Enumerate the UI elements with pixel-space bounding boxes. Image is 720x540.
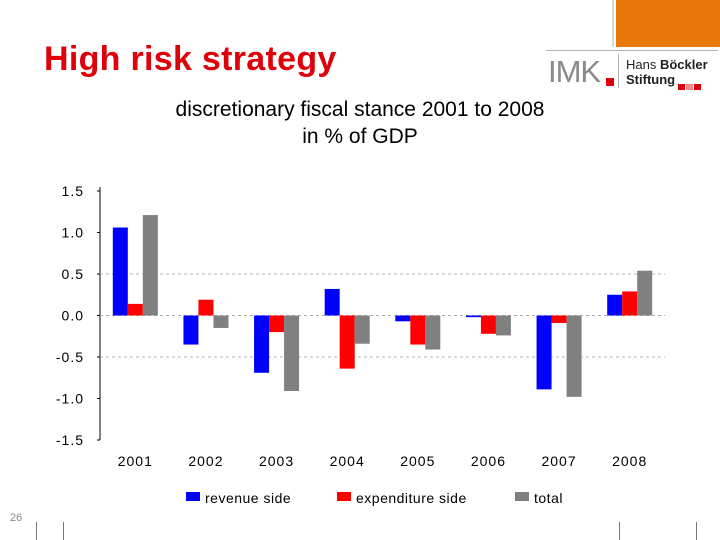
bar-expenditure-side xyxy=(551,315,567,323)
bar-total xyxy=(637,270,653,316)
x-tick-label: 2001 xyxy=(118,453,153,469)
hbs-logo-line2: Stiftung xyxy=(626,72,676,87)
header-divider xyxy=(612,0,614,47)
bar-expenditure-side xyxy=(410,315,426,345)
bar-revenue-side xyxy=(465,315,481,318)
legend-swatch xyxy=(515,492,529,501)
y-tick-label: -0.5 xyxy=(56,349,84,365)
bar-revenue-side xyxy=(324,288,340,316)
x-tick-label: 2002 xyxy=(188,453,223,469)
x-tick-label: 2005 xyxy=(400,453,435,469)
bar-revenue-side xyxy=(607,294,623,316)
hbs-logo-line1-bold: Böckler xyxy=(659,57,708,72)
x-tick-label: 2008 xyxy=(612,453,647,469)
bar-expenditure-side xyxy=(269,315,285,333)
legend-swatch xyxy=(186,492,200,501)
hbs-logo-text: Hans Böckler Stiftung xyxy=(626,57,708,87)
bar-revenue-side xyxy=(395,315,411,322)
bar-total xyxy=(425,315,441,350)
y-tick-label: 1.5 xyxy=(62,183,84,199)
legend-label: total xyxy=(534,490,563,506)
imk-logo-text: IMK xyxy=(548,54,601,89)
logo-separator xyxy=(618,54,619,88)
bar-total xyxy=(142,215,158,316)
y-tick-label: 0.5 xyxy=(62,266,84,282)
bar-expenditure-side xyxy=(622,291,638,316)
imk-hbs-logo: IMK Hans Böckler Stiftung xyxy=(546,50,718,92)
bar-expenditure-side xyxy=(127,303,143,316)
x-tick-label: 2003 xyxy=(259,453,294,469)
footer-tick xyxy=(36,522,37,540)
slide-number: 26 xyxy=(10,512,23,524)
footer-tick xyxy=(696,522,697,540)
hbs-logo-bars xyxy=(678,77,704,90)
accent-box xyxy=(616,0,720,47)
y-tick-label: 0.0 xyxy=(62,308,84,324)
legend-label: revenue side xyxy=(205,490,291,506)
bar-expenditure-side xyxy=(339,315,355,369)
bar-total xyxy=(566,315,582,397)
bar-total xyxy=(213,315,229,328)
hbs-logo-bar xyxy=(686,84,693,90)
bar-total xyxy=(495,315,511,336)
legend-label: expenditure side xyxy=(356,490,467,506)
legend-swatch xyxy=(337,492,351,501)
chart-title: discretionary fiscal stance 2001 to 2008 xyxy=(175,98,545,121)
hbs-logo-bar xyxy=(694,84,701,90)
y-tick-label: 1.0 xyxy=(62,225,84,241)
bar-revenue-side xyxy=(536,315,552,390)
footer-tick xyxy=(619,522,620,540)
bar-total xyxy=(284,315,300,392)
footer-tick xyxy=(63,522,64,540)
bar-revenue-side xyxy=(183,315,199,345)
x-tick-label: 2004 xyxy=(330,453,365,469)
chart-subtitle: in % of GDP xyxy=(302,125,418,148)
hbs-logo-bar xyxy=(678,84,685,90)
bar-total xyxy=(354,315,370,344)
logo-rule xyxy=(546,50,718,51)
imk-logo-dot xyxy=(606,78,614,86)
bar-expenditure-side xyxy=(480,315,496,334)
chart-title-block: discretionary fiscal stance 2001 to 2008… xyxy=(60,96,660,150)
slide-title: High risk strategy xyxy=(44,40,337,78)
x-tick-label: 2006 xyxy=(471,453,506,469)
y-tick-label: -1.0 xyxy=(56,391,84,407)
bar-expenditure-side xyxy=(198,299,214,316)
x-tick-label: 2007 xyxy=(541,453,576,469)
bar-revenue-side xyxy=(112,227,128,316)
hbs-logo-line1: Hans xyxy=(626,57,660,72)
bar-revenue-side xyxy=(254,315,270,373)
y-tick-label: -1.5 xyxy=(56,432,84,448)
